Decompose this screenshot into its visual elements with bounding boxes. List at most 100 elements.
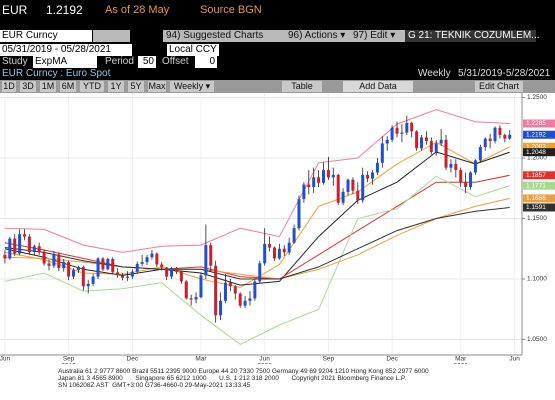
year-label: 2021 bbox=[453, 363, 468, 364]
security-input[interactable]: EUR Curncy bbox=[0, 30, 92, 42]
y-tick-label: 1.1000 bbox=[527, 276, 547, 283]
candle-body bbox=[248, 298, 252, 301]
candle-body bbox=[488, 138, 492, 142]
candle-body bbox=[302, 184, 306, 200]
candle-body bbox=[228, 282, 232, 287]
footer-line: SN 106208Z AST GMT+3:00 G736-4660-0 29-M… bbox=[58, 382, 251, 389]
toolbar-button[interactable]: Max bbox=[148, 81, 166, 92]
candle-body bbox=[356, 190, 360, 201]
candle-body bbox=[204, 245, 208, 276]
candle-body bbox=[145, 257, 149, 263]
last-value-box bbox=[523, 194, 555, 203]
last-value-label: 1.1666 bbox=[526, 195, 546, 202]
toolbar-button[interactable]: YTD bbox=[80, 81, 104, 92]
candle-body bbox=[331, 174, 335, 178]
ticker: EUR bbox=[2, 3, 28, 17]
study-select[interactable]: ExpMA bbox=[33, 56, 97, 68]
toolbar-button[interactable]: Table bbox=[282, 81, 322, 92]
toolbar-button[interactable]: 5Y bbox=[128, 81, 144, 92]
last-value-label: 1.2048 bbox=[526, 149, 546, 156]
suggested-charts-button[interactable]: 94) Suggested Charts bbox=[163, 30, 286, 42]
date-range-input[interactable]: 05/31/2019 - 05/28/2021 bbox=[0, 44, 132, 56]
candle-body bbox=[469, 172, 473, 188]
candle-body bbox=[62, 262, 66, 269]
candle-body bbox=[130, 271, 134, 277]
candle-body bbox=[199, 275, 203, 298]
as-of: As of 28 May bbox=[105, 4, 170, 16]
last-value-label: 1.1591 bbox=[526, 204, 546, 211]
candle-body bbox=[454, 164, 458, 171]
last-price: 1.2192 bbox=[46, 3, 83, 17]
actions-button[interactable]: 96) Actions ▾ bbox=[285, 30, 351, 42]
candle-body bbox=[8, 238, 12, 259]
period-input[interactable]: 50 bbox=[138, 56, 156, 68]
nav-button[interactable] bbox=[110, 30, 130, 42]
candle-body bbox=[165, 267, 169, 277]
candle-body bbox=[478, 147, 482, 161]
candle-body bbox=[184, 281, 188, 299]
candle-body bbox=[209, 245, 213, 266]
candle-body bbox=[361, 174, 365, 201]
chart-name: G 21: TEKNIK COZUMLEM... bbox=[405, 30, 540, 42]
candle-body bbox=[67, 262, 71, 277]
currency-select[interactable]: Local CCY bbox=[167, 44, 219, 56]
last-value-box bbox=[523, 148, 555, 157]
year-label: 2019 bbox=[61, 363, 76, 364]
toolbar-button[interactable]: Edit Chart bbox=[475, 81, 523, 92]
candle-body bbox=[170, 268, 174, 277]
y-tick-label: 1.0500 bbox=[527, 336, 547, 343]
study-line bbox=[4, 174, 510, 280]
candle-body bbox=[189, 298, 193, 300]
x-tick-label: Mar bbox=[195, 356, 207, 363]
study-line bbox=[4, 197, 510, 280]
candle-body bbox=[415, 131, 419, 149]
candle-body bbox=[429, 141, 433, 152]
toolbar-button[interactable]: Add Data bbox=[343, 81, 413, 92]
x-tick-label: Jun bbox=[259, 356, 270, 363]
x-tick-label: Sep bbox=[63, 356, 75, 363]
candle-body bbox=[233, 286, 237, 294]
last-value-box bbox=[523, 142, 555, 151]
last-value-box bbox=[523, 203, 555, 212]
candle-body bbox=[111, 259, 115, 273]
toolbar-button[interactable]: 6M bbox=[60, 81, 76, 92]
edit-button[interactable]: 97) Edit ▾ bbox=[350, 30, 406, 42]
nav-button[interactable] bbox=[93, 30, 113, 42]
toolbar-button[interactable]: 3D bbox=[20, 81, 36, 92]
security-name: EUR Curncy : Euro Spot bbox=[2, 68, 111, 79]
candle-body bbox=[18, 234, 22, 254]
toolbar-button[interactable]: Weekly ▾ bbox=[170, 81, 214, 92]
last-value-label: 1.1857 bbox=[526, 172, 546, 179]
candle-body bbox=[238, 293, 242, 306]
candle-body bbox=[336, 174, 340, 203]
candle-body bbox=[140, 262, 144, 264]
offset-label: Offset bbox=[162, 56, 189, 67]
toolbar-button[interactable]: 1M bbox=[40, 81, 56, 92]
candle-body bbox=[160, 264, 164, 268]
candle-body bbox=[371, 172, 375, 179]
candle-body bbox=[155, 253, 159, 265]
candle-body bbox=[72, 270, 76, 277]
button-bar: 1D 3D 1M 6M YTD 1Y 5Y Max Weekly ▾ Table Add Data E… bbox=[0, 80, 555, 93]
candle-body bbox=[106, 259, 110, 270]
candle-body bbox=[424, 137, 428, 142]
candle-body bbox=[81, 266, 85, 287]
y-tick-label: 1.1500 bbox=[527, 215, 547, 222]
footer-line: Australia 61 2 9777 8600 Brazil 5511 239… bbox=[58, 368, 429, 375]
offset-input[interactable]: 0 bbox=[195, 56, 217, 68]
candle-body bbox=[223, 282, 227, 301]
candle-body bbox=[380, 143, 384, 163]
x-tick-label: Jun bbox=[0, 356, 11, 363]
study-line bbox=[4, 109, 510, 253]
toolbar-button[interactable]: 1D bbox=[2, 81, 16, 92]
toolbar-button[interactable]: 1Y bbox=[108, 81, 124, 92]
candle-body bbox=[420, 137, 424, 149]
x-tick-label: Sep bbox=[323, 356, 335, 363]
candle-body bbox=[395, 127, 399, 134]
x-tick-label: Dec bbox=[127, 356, 139, 363]
y-tick-label: 1.2000 bbox=[527, 155, 547, 162]
candle-body bbox=[47, 263, 51, 266]
candle-body bbox=[464, 182, 468, 188]
candle-body bbox=[434, 143, 438, 152]
